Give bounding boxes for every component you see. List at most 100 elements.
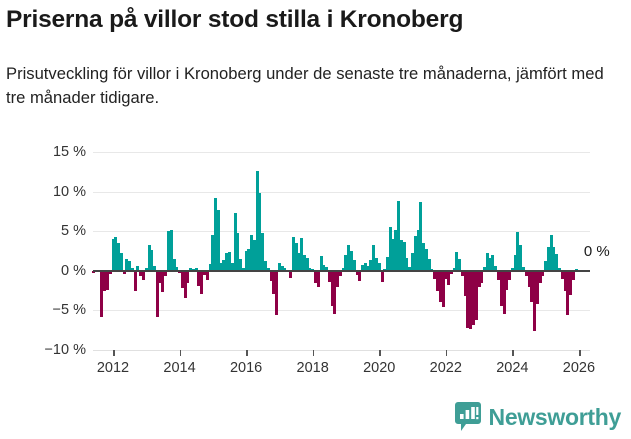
bar: [225, 253, 229, 271]
y-axis-tick-label: 10 %: [52, 183, 86, 200]
chart-subtitle: Prisutveckling för villor i Kronoberg un…: [6, 64, 604, 107]
bar: [294, 243, 298, 271]
bar: [114, 236, 118, 271]
bar: [413, 235, 417, 271]
bar: [358, 270, 362, 282]
bar: [569, 270, 573, 295]
bar: [308, 267, 312, 271]
bar: [222, 259, 226, 271]
bar: [230, 262, 234, 271]
x-axis-tick-label: 2014: [163, 360, 196, 376]
bar: [338, 270, 342, 276]
bar: [397, 201, 401, 271]
bar: [277, 262, 281, 271]
bar: [391, 239, 395, 271]
bar: [161, 270, 165, 293]
bar: [119, 253, 123, 271]
bar: [142, 270, 145, 280]
y-axis-tick-label: 5 %: [61, 223, 86, 240]
bar: [200, 270, 204, 294]
bar: [216, 209, 220, 271]
bar: [313, 270, 317, 283]
bar: [189, 267, 193, 271]
bar: [261, 232, 265, 271]
bar: [496, 270, 500, 281]
bar: [449, 270, 453, 274]
bar: [438, 270, 442, 303]
bar: [521, 266, 525, 271]
bar: [219, 262, 223, 271]
bar: [352, 259, 356, 271]
x-axis-tick-label: 2024: [496, 360, 529, 376]
bar: [147, 245, 151, 271]
bar: [255, 171, 259, 271]
bar: [144, 268, 148, 271]
bar: [366, 266, 370, 271]
bar: [272, 270, 276, 294]
bar: [136, 266, 140, 271]
bar: [447, 270, 451, 286]
bar: [369, 259, 373, 271]
bar: [288, 270, 292, 278]
bar: [155, 270, 159, 317]
bar: [386, 256, 390, 271]
bar: [519, 245, 523, 271]
bar: [333, 270, 337, 314]
bar: [513, 254, 517, 271]
bar: [150, 250, 154, 271]
bar: [499, 270, 503, 307]
bar: [266, 267, 270, 271]
bar: [405, 258, 409, 271]
bar: [571, 270, 575, 281]
bar: [524, 270, 528, 276]
bar: [125, 258, 129, 271]
bar: [350, 251, 353, 271]
bar: [549, 235, 553, 271]
bar: [302, 254, 306, 271]
bar: [416, 229, 420, 271]
bar-chart-speech-bubble-icon: [454, 402, 481, 432]
bar: [250, 235, 254, 271]
bar: [183, 270, 187, 298]
bar: [494, 266, 498, 271]
bar: [419, 201, 423, 271]
x-axis-tick: [179, 350, 182, 356]
last-value-annotation: 0 %: [583, 242, 610, 260]
bar: [452, 267, 456, 271]
bar: [560, 270, 564, 279]
bar: [546, 247, 550, 271]
bar: [233, 212, 237, 271]
bar: [258, 193, 262, 271]
bar: [325, 266, 329, 271]
bar: [117, 243, 121, 271]
bar: [422, 243, 426, 271]
newsworthy-wordmark: Newsworthy: [488, 403, 622, 430]
bar: [164, 270, 168, 276]
bar: [555, 254, 559, 271]
bar: [241, 268, 245, 271]
bar: [264, 260, 268, 271]
bar: [130, 267, 134, 271]
bar: [455, 251, 459, 271]
bar: [341, 268, 345, 271]
bar: [558, 267, 561, 271]
bar: [377, 262, 381, 271]
bar: [269, 270, 273, 282]
bar: [566, 270, 570, 316]
bar: [178, 270, 182, 274]
bar: [491, 254, 495, 271]
bar: [458, 258, 462, 271]
bar: [402, 242, 406, 271]
zero-line: [93, 269, 590, 272]
bar-series: [92, 152, 590, 350]
x-axis-tick: [578, 350, 581, 356]
bar: [227, 251, 231, 271]
bar: [474, 270, 478, 320]
y-axis: 15 % 10 % 5 % 0 % −5 % −10 %: [8, 144, 86, 358]
bar: [169, 229, 173, 271]
bar: [388, 227, 392, 271]
newsworthy-logo[interactable]: Newsworthy: [454, 402, 622, 432]
gridline: [93, 310, 590, 312]
bar: [394, 229, 398, 271]
